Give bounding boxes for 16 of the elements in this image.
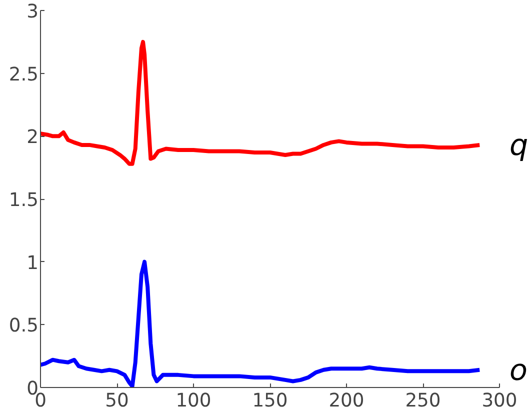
line-series [40,40,482,166]
line-series [40,260,482,388]
x-tick-label: 150 [252,390,288,412]
series-label: q [510,128,528,162]
x-tick-label: 50 [105,390,129,412]
y-tick-label: 0.5 [8,316,38,337]
y-tick-label: 1.5 [8,190,38,211]
y-tick-label: 2.5 [8,64,38,86]
y-tick-label: 3 [26,2,39,22]
y-tick-label: 1 [26,252,39,274]
x-tick-label: 200 [328,390,364,412]
x-tick-label: 100 [176,390,212,412]
x-tick-label: 300 [482,390,518,412]
y-tick-label: 2 [26,127,39,148]
x-tick-label: 250 [405,390,441,412]
series-label: o [510,352,528,387]
